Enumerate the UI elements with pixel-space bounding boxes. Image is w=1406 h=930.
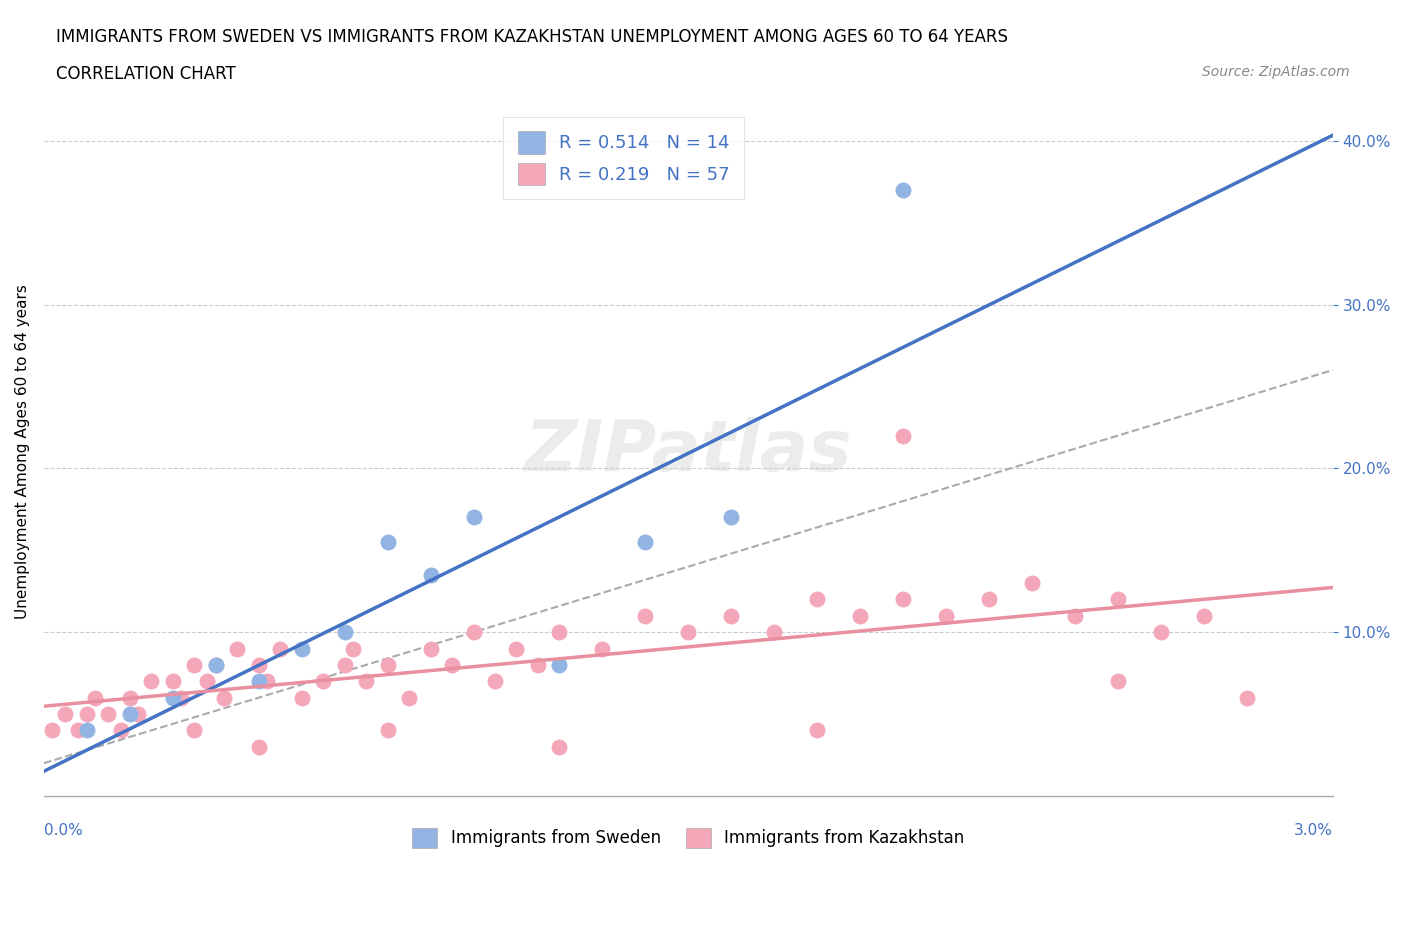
Point (377, 535, 399, 550)
Point (548, 625, 571, 640)
Point (935, 608, 957, 623)
Point (1107, 674, 1129, 689)
Point (419, 641, 441, 656)
Text: ZIPatlas: ZIPatlas (524, 418, 852, 486)
Point (247, 739, 270, 754)
Legend: Immigrants from Sweden, Immigrants from Kazakhstan: Immigrants from Sweden, Immigrants from … (404, 819, 973, 857)
Point (291, 690, 314, 705)
Point (1236, 690, 1258, 705)
Point (342, 641, 364, 656)
Point (548, 739, 571, 754)
Point (333, 625, 356, 640)
Point (226, 641, 249, 656)
Point (41, 723, 63, 737)
Point (634, 535, 657, 550)
Point (333, 658, 356, 672)
Point (269, 641, 291, 656)
Point (419, 567, 441, 582)
Text: 0.0%: 0.0% (44, 823, 83, 839)
Point (67, 723, 90, 737)
Point (441, 658, 464, 672)
Point (891, 428, 914, 443)
Point (312, 674, 335, 689)
Point (891, 591, 914, 606)
Point (76, 707, 98, 722)
Point (505, 641, 527, 656)
Text: 3.0%: 3.0% (1294, 823, 1333, 839)
Point (170, 690, 193, 705)
Point (53, 707, 76, 722)
Point (806, 591, 828, 606)
Point (891, 182, 914, 197)
Point (484, 674, 506, 689)
Point (256, 674, 278, 689)
Point (1021, 576, 1043, 591)
Point (720, 510, 742, 525)
Point (398, 690, 420, 705)
Point (1192, 608, 1215, 623)
Point (591, 641, 613, 656)
Point (1150, 625, 1173, 640)
Point (162, 690, 184, 705)
Point (204, 658, 226, 672)
Point (247, 658, 270, 672)
Point (377, 658, 399, 672)
Text: IMMIGRANTS FROM SWEDEN VS IMMIGRANTS FROM KAZAKHSTAN UNEMPLOYMENT AMONG AGES 60 : IMMIGRANTS FROM SWEDEN VS IMMIGRANTS FRO… (56, 28, 1008, 46)
Point (1107, 591, 1129, 606)
Point (634, 608, 657, 623)
Text: Source: ZipAtlas.com: Source: ZipAtlas.com (1202, 65, 1350, 79)
Point (214, 690, 236, 705)
Point (183, 723, 205, 737)
Text: CORRELATION CHART: CORRELATION CHART (56, 65, 236, 83)
Point (183, 658, 205, 672)
Point (291, 641, 314, 656)
Point (806, 723, 828, 737)
Point (678, 625, 700, 640)
Point (141, 674, 163, 689)
Point (1064, 608, 1087, 623)
Point (377, 723, 399, 737)
Point (247, 674, 270, 689)
Point (720, 608, 742, 623)
Point (354, 674, 377, 689)
Y-axis label: Unemployment Among Ages 60 to 64 years: Unemployment Among Ages 60 to 64 years (15, 285, 30, 619)
Point (195, 674, 218, 689)
Point (118, 707, 141, 722)
Point (127, 707, 149, 722)
Point (463, 510, 485, 525)
Point (763, 625, 786, 640)
Point (527, 658, 550, 672)
Point (110, 723, 132, 737)
Point (977, 591, 1000, 606)
Point (118, 690, 141, 705)
Point (204, 658, 226, 672)
Point (84, 690, 107, 705)
Point (76, 723, 98, 737)
Point (97, 707, 120, 722)
Point (548, 658, 571, 672)
Point (162, 674, 184, 689)
Point (849, 608, 872, 623)
Point (463, 625, 485, 640)
